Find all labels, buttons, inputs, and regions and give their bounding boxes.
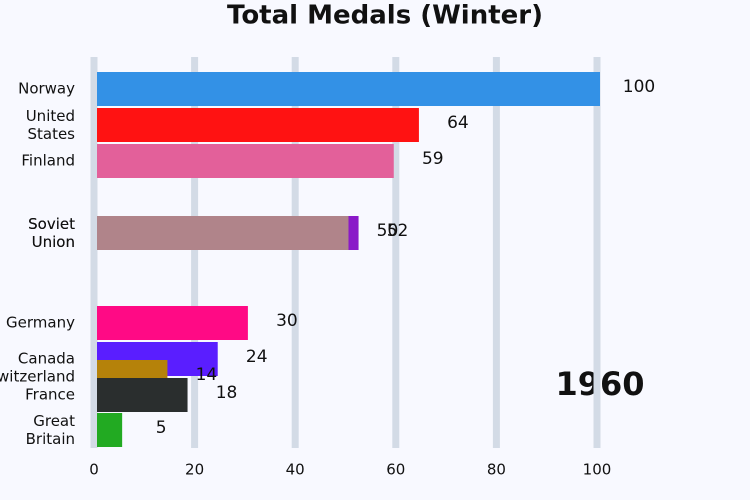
x-tick-label: 80 xyxy=(487,461,506,479)
y-tick-label: Norway xyxy=(18,80,75,98)
value-label: 59 xyxy=(422,149,444,169)
y-tick-label: United States xyxy=(23,107,75,143)
bar xyxy=(97,144,394,178)
bar xyxy=(97,413,123,447)
bar xyxy=(97,306,248,340)
y-tick-label: Finland xyxy=(21,152,75,170)
x-tick-label: 0 xyxy=(89,461,99,479)
bar xyxy=(97,72,600,106)
y-tick-label: France xyxy=(25,386,75,404)
value-label: 50 xyxy=(377,221,399,241)
chart-title: Total Medals (Winter) xyxy=(227,1,543,31)
x-tick-label: 100 xyxy=(583,461,612,479)
value-label: 5 xyxy=(156,418,167,438)
y-tick-label: Switzerland xyxy=(0,368,75,386)
x-tick-label: 40 xyxy=(286,461,305,479)
y-tick-label: Soviet Union xyxy=(27,215,75,251)
value-label: 100 xyxy=(623,77,655,97)
x-tick-label: 60 xyxy=(386,461,405,479)
value-label: 64 xyxy=(447,113,469,133)
bar xyxy=(97,108,419,142)
value-label: 14 xyxy=(196,365,218,385)
y-tick-label: Soviet Union xyxy=(27,215,75,251)
value-label: 52 xyxy=(387,221,409,241)
value-label: 24 xyxy=(246,347,268,367)
x-tick-label: 20 xyxy=(185,461,204,479)
y-tick-label: Great Britain xyxy=(21,412,75,448)
y-tick-label: Germany xyxy=(6,314,75,332)
value-label: 18 xyxy=(216,383,238,403)
bar xyxy=(97,378,188,412)
bar xyxy=(97,216,349,250)
value-label: 30 xyxy=(276,311,298,331)
y-tick-label: Canada xyxy=(18,350,75,368)
